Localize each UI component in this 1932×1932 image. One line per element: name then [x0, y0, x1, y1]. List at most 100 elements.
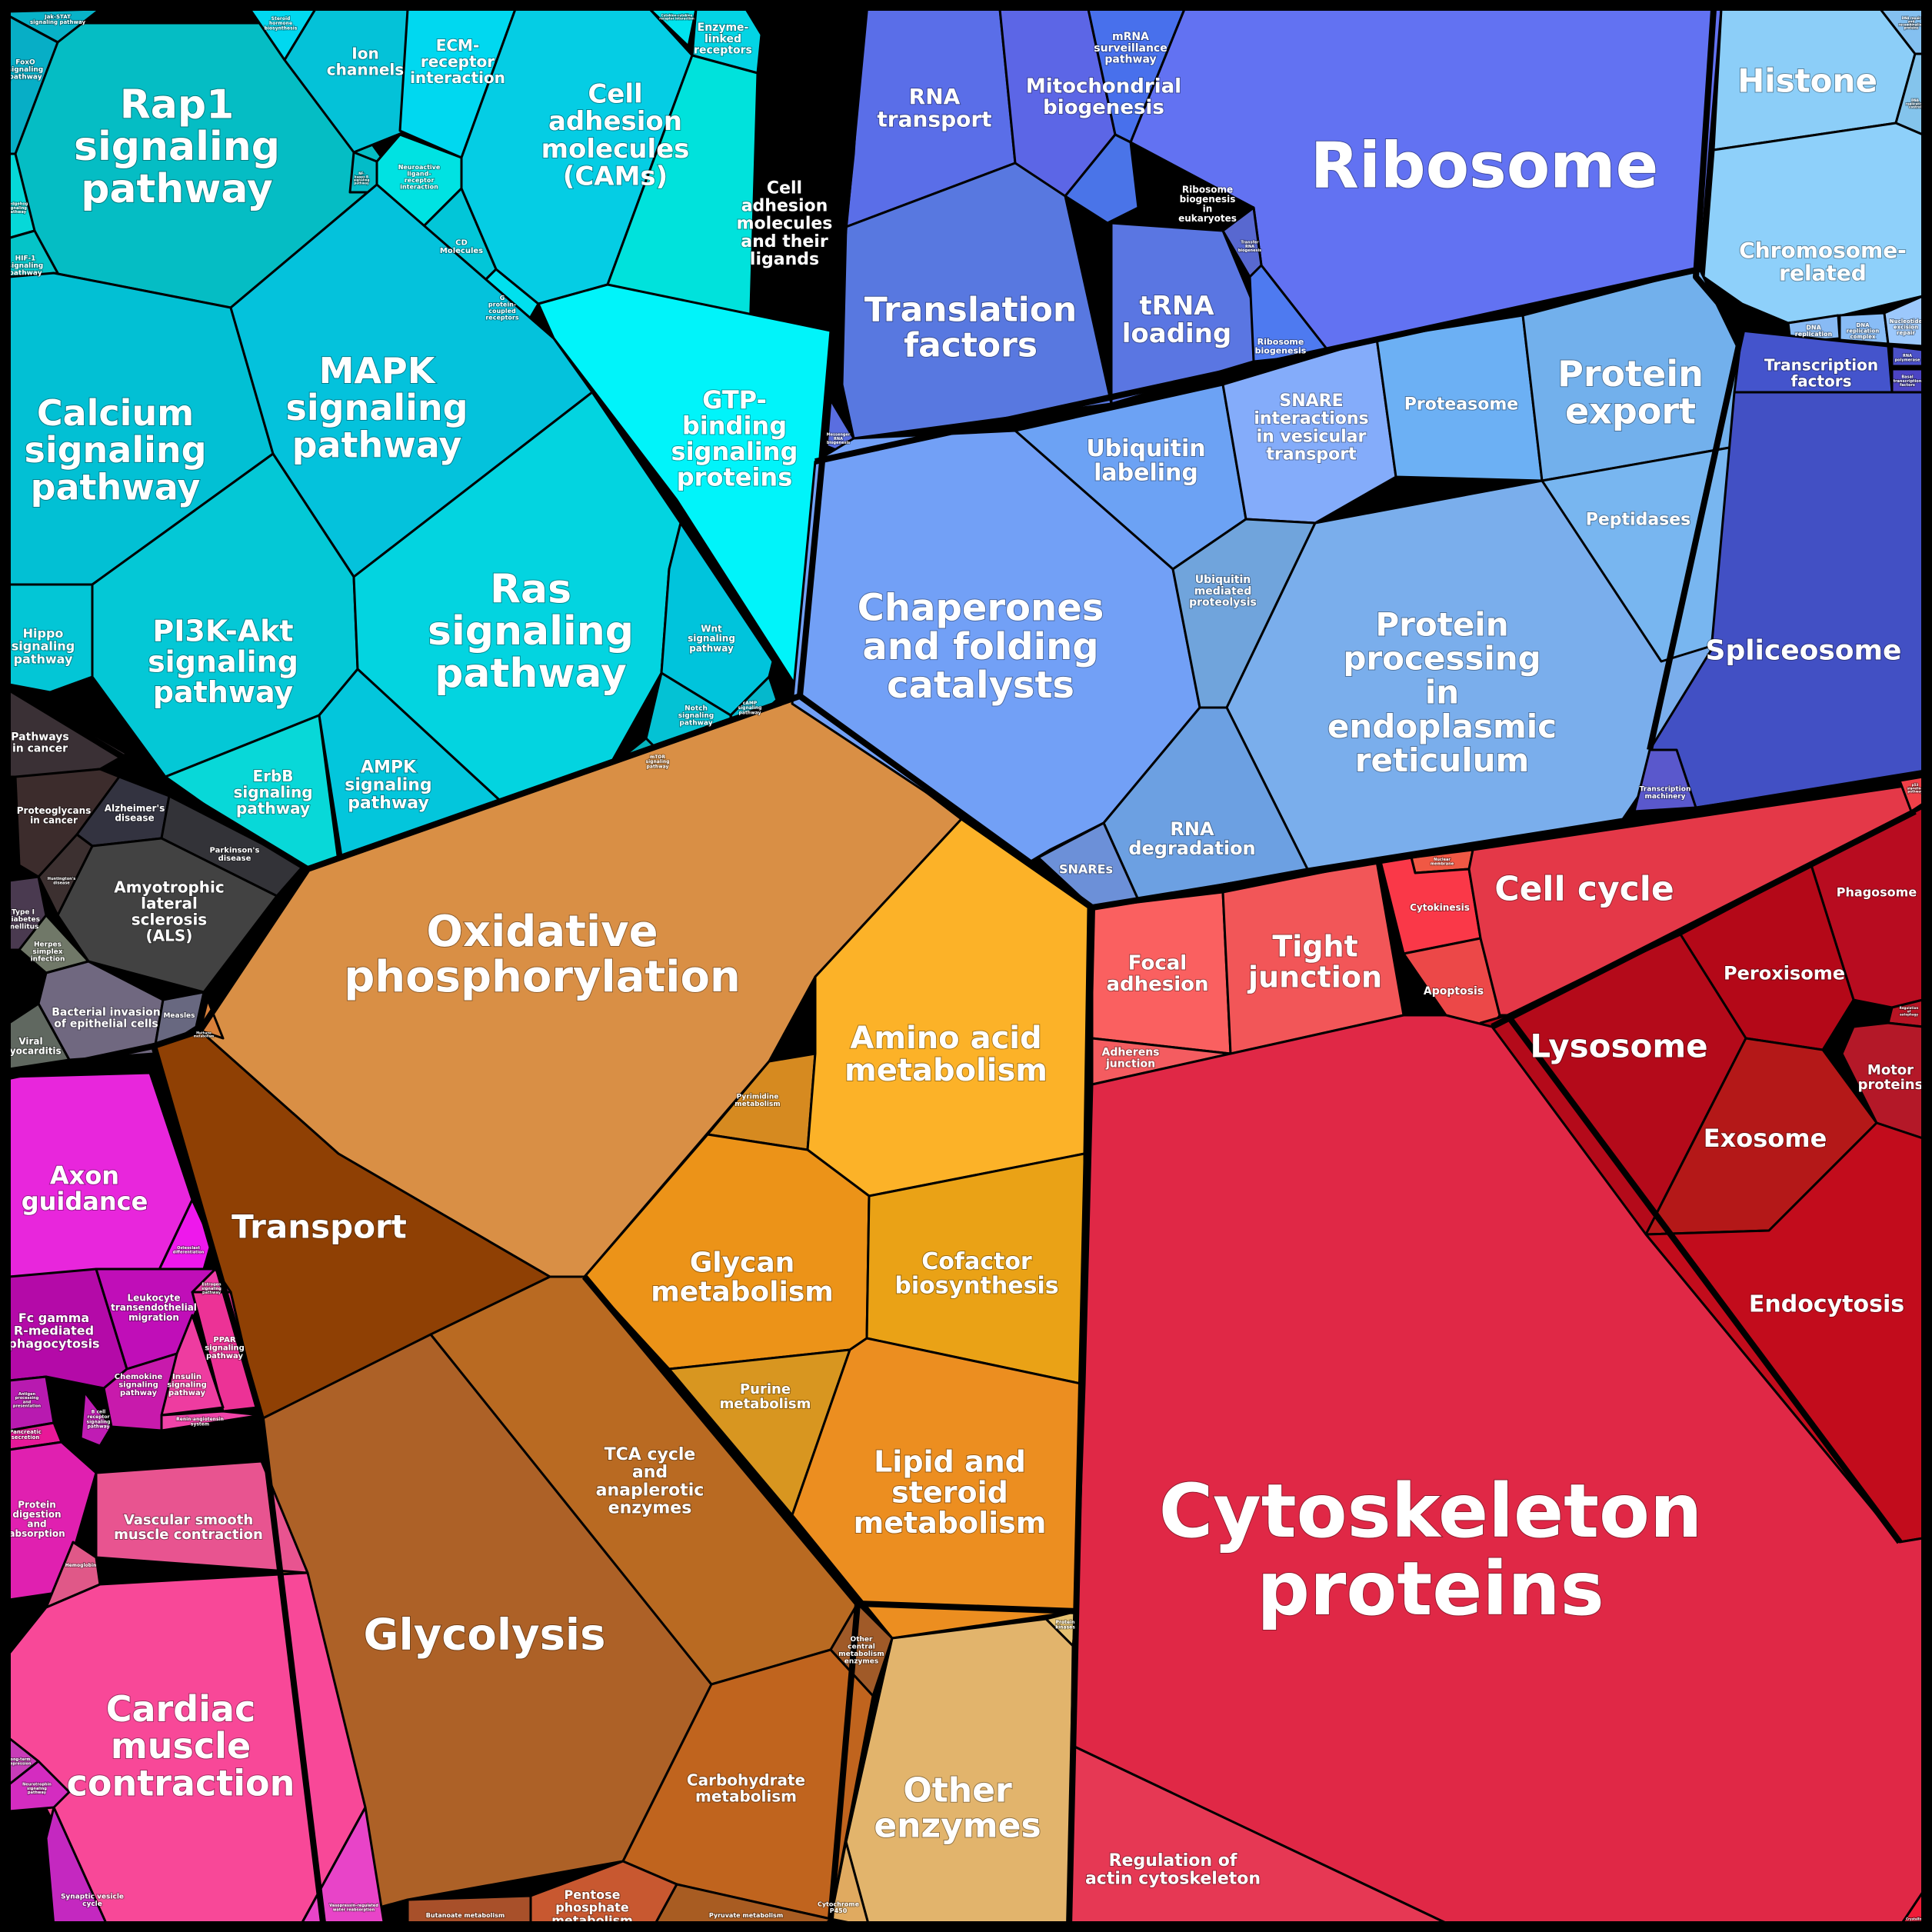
cell-label-dna-replication-complex: DNA replication complex [1847, 322, 1879, 340]
cell-label-line: SNARE [1279, 391, 1343, 411]
cell-label-line: transport [1266, 445, 1357, 464]
cell-label-line: Long-term [8, 1757, 30, 1762]
cell-label-tight-junction: Tight junction [1247, 929, 1382, 994]
group-border [814, 266, 1700, 465]
cell-label-dna-repair: DNA repair and recombination proteins [1899, 16, 1924, 30]
group-border [1504, 1013, 1903, 1544]
cell-label-foxo: FoxO signaling pathway [8, 59, 43, 82]
cell-label-line: coupled [488, 308, 516, 315]
cell-label-line: pathway [292, 424, 462, 465]
cell-label-line: Herpes [34, 941, 62, 949]
cell-huntingtons[interactable] [37, 833, 94, 917]
cell-label-pyruvate: Pyruvate metabolism [709, 1912, 783, 1919]
cell-label-dna-replication: DNA replication [1795, 325, 1833, 338]
cell-label-line: Methane [196, 1031, 212, 1034]
cell-label-line: signaling [688, 633, 735, 644]
cell-label-line: pathway [153, 675, 294, 709]
cell-label-line: pathway [689, 643, 734, 654]
cell-label-line: channels [327, 61, 404, 79]
cell-label-line: biogenesis [1043, 96, 1164, 119]
cell-label-line: and [1908, 19, 1915, 23]
cell-label-line: signaling [354, 178, 370, 182]
cell-label-line: signaling [12, 639, 75, 654]
cell-label-line: Hemoglobin [65, 1563, 97, 1568]
cell-label-line: Mitochondrial [1026, 75, 1181, 98]
cell-label-line: Transcription [1640, 785, 1691, 793]
cell-label-line: metabolism [844, 1053, 1048, 1088]
cell-label-line: absorption [8, 1528, 65, 1539]
cell-insulin[interactable] [160, 1314, 225, 1417]
cell-label-line: Hippo [23, 626, 64, 641]
cell-label-line: signaling [24, 429, 206, 471]
cell-label-histone: Histone [1737, 62, 1877, 100]
cell-label-line: pathway [168, 1389, 205, 1397]
cell-label-line: Pyruvate metabolism [709, 1912, 783, 1919]
cell-label-snares: SNAREs [1059, 862, 1113, 877]
cell-label-mapk: MAPK signaling pathway [285, 350, 468, 466]
cell-label-line: molecules [737, 215, 833, 234]
cell-label-protein-export: Protein export [1557, 353, 1704, 431]
cell-label-line: Cytochrome [818, 1901, 860, 1908]
cell-label-line: junction [1105, 1058, 1155, 1070]
cell-label-line: disease [218, 854, 251, 863]
cell-label-line: catalysts [887, 664, 1074, 707]
cell-label-line: pathway [348, 794, 429, 813]
cell-label-chromosome-related: Chromosome-related [1739, 238, 1907, 285]
cell-b-cell[interactable] [79, 1391, 113, 1447]
cell-measles[interactable] [152, 991, 205, 1055]
cell-label-line: Ubiquitin [1195, 574, 1251, 586]
cell-methane[interactable] [198, 998, 225, 1040]
cell-label-line: related [1779, 261, 1867, 286]
cell-label-line: Jak-STAT [44, 14, 71, 20]
cell-label-line: signaling [8, 262, 43, 270]
cell-label-line: secretion [12, 1434, 40, 1441]
cell-label-crystallins: Crystallins [1906, 1917, 1924, 1920]
cell-label-line: kappa B [355, 175, 368, 178]
cell-label-line: surveillance [1094, 42, 1167, 55]
cell-label-line: Calcium [37, 392, 194, 434]
cell-label-alzheimers: Alzheimer's disease [105, 803, 165, 824]
cell-label-parkinsons: Parkinson's disease [210, 846, 260, 863]
cell-label-line: signaling [285, 387, 468, 428]
cell-label-line: Cofactor [921, 1248, 1032, 1275]
cell-label-line: pathway [8, 74, 42, 82]
cell-label-vasopressin: Vasopressin-regulated water reabsorption [329, 1904, 378, 1912]
cell-label-line: control [1909, 105, 1922, 109]
cell-label-line: of epithelial cells [54, 1018, 158, 1030]
cell-label-line: Chaperones [858, 586, 1104, 629]
cell-label-line: migration [128, 1312, 179, 1323]
cell-label-line: eukaryotes [1178, 213, 1237, 224]
cell-label-line: factors [1790, 372, 1851, 391]
cell-label-line: RNA [909, 84, 961, 109]
cell-label-line: processing [15, 1396, 39, 1401]
cell-label-line: Huntington's [48, 877, 75, 881]
cell-label-rna-degradation: RNA degradation [1128, 818, 1255, 859]
cell-label-line: G [500, 295, 505, 301]
cell-label-line: transport [877, 107, 991, 132]
cell-label-line: signaling [8, 66, 43, 74]
cell-label-line: (CAMs) [563, 161, 668, 192]
cell-label-line: metabolism [838, 1651, 884, 1658]
cell-label-renin: Renin-angiotensin system [176, 1417, 224, 1427]
cell-label-line: FoxO [15, 59, 35, 67]
cell-label-basal-transcription: Basal transcription factors [1894, 375, 1922, 388]
cell-label-line: DNA [1911, 98, 1920, 102]
cell-label-line: proteolysis [1189, 597, 1257, 609]
cell-chromosome-related[interactable] [1702, 122, 1924, 325]
cell-label-line: RNA [1170, 818, 1214, 840]
cell-label-amino-acid: Amino acid metabolism [844, 1021, 1048, 1088]
cell-label-proteoglycans: Proteoglycans in cancer [17, 805, 92, 826]
cell-label-line: protein- [488, 301, 516, 308]
cell-label-line: pathway [8, 270, 42, 278]
cell-label-protein-processing-er: Protein processing in endoplasmic reticulum [1327, 606, 1557, 779]
cell-label-line: mTOR [650, 754, 665, 760]
cell-label-line: Ras [490, 567, 571, 613]
cell-label-line: pathway [120, 1389, 157, 1397]
cell-label-line: metabolism [854, 1506, 1047, 1540]
cell-label-line: Butanoate metabolism [426, 1912, 505, 1919]
cell-ribosome-biogenesis-euk[interactable] [1064, 133, 1140, 225]
cell-label-line: Vascular smooth [124, 1512, 253, 1528]
cell-label-line: mediated [1194, 585, 1252, 598]
